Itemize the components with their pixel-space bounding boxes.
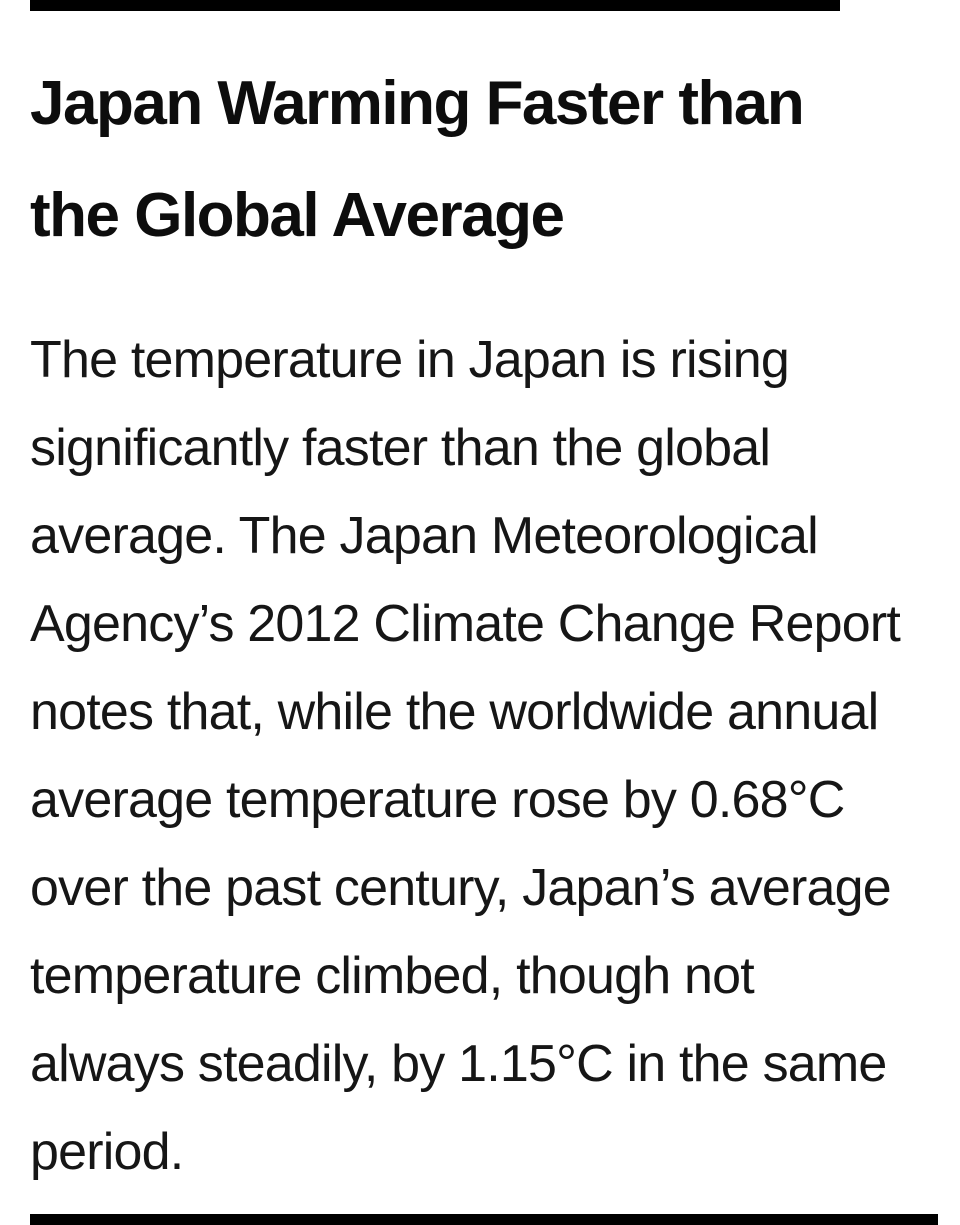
paragraph-line: average. The Japan Meteorological — [30, 507, 819, 565]
article-title-line-2: the Global Average — [30, 181, 565, 250]
paragraph-line: over the past century, Japan’s average — [30, 859, 892, 917]
article-paragraph: The temperature in Japan is rising signi… — [30, 316, 901, 1196]
bottom-cropped-content-bar — [30, 1214, 938, 1225]
paragraph-line: temperature climbed, though not — [30, 947, 755, 1005]
paragraph-line: always steadily, by 1.15°C in the same — [30, 1035, 887, 1093]
top-cropped-content-bar — [30, 0, 840, 11]
article-title: Japan Warming Faster than the Global Ave… — [30, 48, 805, 272]
paragraph-line: period. — [30, 1123, 184, 1181]
paragraph-line: Agency’s 2012 Climate Change Report — [30, 595, 901, 653]
paragraph-line: The temperature in Japan is rising — [30, 331, 790, 389]
paragraph-line: significantly faster than the global — [30, 419, 771, 477]
paragraph-line: average temperature rose by 0.68°C — [30, 771, 845, 829]
paragraph-line: notes that, while the worldwide annual — [30, 683, 879, 741]
article-title-line-1: Japan Warming Faster than — [30, 69, 805, 138]
